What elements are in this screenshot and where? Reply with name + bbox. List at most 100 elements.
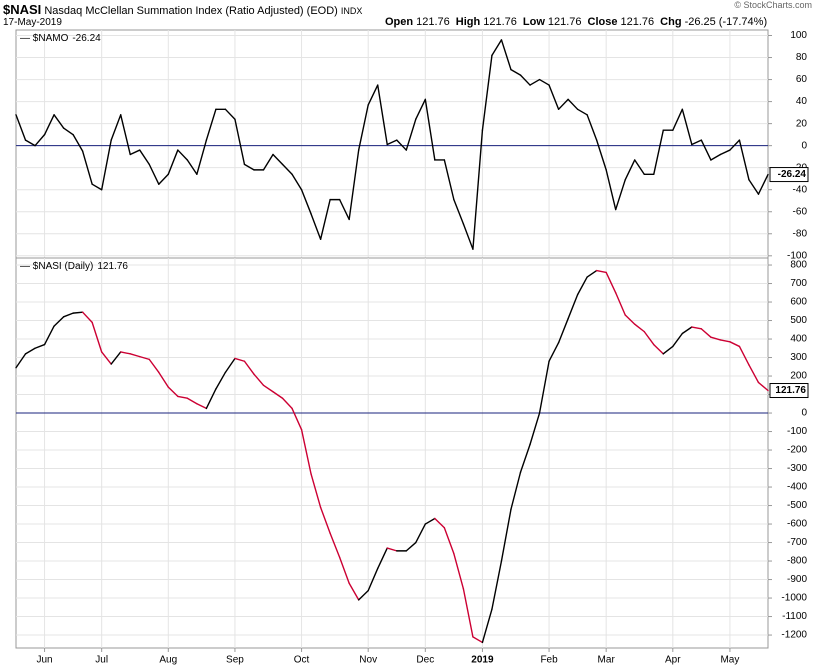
line-segment [72, 133, 84, 152]
line-segment [91, 321, 103, 353]
line-segment [158, 371, 170, 388]
credit: © StockCharts.com [734, 0, 812, 10]
y-tick-label: 0 [801, 408, 807, 419]
line-segment [738, 139, 750, 181]
line-segment [310, 213, 322, 240]
line-segment [148, 163, 160, 185]
line-segment [300, 428, 312, 475]
line-segment [386, 547, 398, 552]
line-segment [110, 114, 122, 141]
line-segment [757, 173, 769, 195]
line-segment [120, 351, 131, 355]
line-segment [500, 508, 512, 562]
y-tick-label: -700 [787, 537, 807, 548]
line-segment [377, 547, 388, 570]
line-segment [396, 139, 407, 151]
line-segment [595, 139, 607, 171]
line-segment [681, 108, 693, 146]
y-tick-label: 700 [790, 278, 807, 289]
y-tick-label: 300 [790, 352, 807, 363]
line-segment [491, 39, 503, 57]
legend-entry: — $NASI (Daily) 121.76 [20, 261, 128, 272]
line-segment [158, 173, 170, 185]
line-segment [462, 223, 474, 250]
quote-label: Low [522, 16, 545, 28]
line-segment [81, 150, 93, 185]
line-segment [272, 391, 284, 399]
line-segment [662, 345, 674, 355]
line-segment [557, 98, 569, 111]
line-segment [738, 345, 750, 366]
x-tick-label: Nov [359, 655, 377, 666]
line-segment [319, 506, 331, 534]
legend-name: $NAMO [33, 33, 69, 44]
line-segment [24, 139, 36, 147]
line-segment [462, 588, 474, 638]
line-segment [710, 336, 722, 341]
line-segment [281, 397, 293, 410]
y-tick-label: -1000 [781, 593, 807, 604]
line-segment [167, 386, 179, 398]
y-tick-label: -60 [793, 206, 808, 217]
y-tick-label: 500 [790, 315, 807, 326]
y-tick-label: -80 [793, 228, 808, 239]
line-segment [653, 343, 664, 355]
line-segment [348, 582, 360, 601]
line-segment [357, 104, 369, 151]
x-tick-label: Aug [159, 655, 177, 666]
line-segment [434, 517, 446, 529]
line-segment [472, 636, 484, 644]
line-segment [243, 163, 255, 171]
line-segment [634, 159, 645, 175]
line-segment [424, 517, 436, 525]
legend-marker: — [20, 33, 33, 44]
line-segment [129, 353, 141, 358]
line-segment [100, 351, 112, 365]
line-segment [43, 114, 55, 136]
line-segment [586, 269, 598, 278]
line-segment [624, 314, 636, 325]
symbol: $NASI [3, 2, 42, 17]
line-segment [443, 159, 455, 201]
line-segment [34, 343, 46, 349]
line-segment [91, 183, 103, 191]
y-tick-label: 0 [801, 140, 807, 151]
line-segment [700, 328, 712, 338]
line-segment [415, 523, 427, 544]
legend-value: -26.24 [72, 33, 101, 44]
quote-value: 121.76 [547, 16, 582, 28]
line-segment [348, 149, 360, 221]
line-segment [614, 179, 626, 211]
line-segment [653, 129, 664, 175]
line-segment [500, 39, 512, 71]
line-segment [377, 84, 388, 146]
y-tick-label: -800 [787, 556, 807, 567]
line-segment [710, 153, 722, 161]
line-segment [443, 527, 455, 555]
line-segment [634, 323, 645, 333]
line-segment [205, 108, 217, 141]
line-segment [405, 541, 417, 552]
exchange: INDX [340, 6, 363, 16]
line-segment [510, 471, 522, 510]
quote: Open 121.76 High 121.76 Low 121.76 Close 121.76… [385, 16, 767, 28]
line-segment [24, 347, 36, 355]
line-segment [405, 118, 417, 151]
line-segment [272, 153, 284, 166]
line-segment [567, 98, 579, 111]
line-segment [605, 271, 617, 294]
line-segment [72, 311, 84, 314]
price-tag-label: -26.24 [778, 169, 807, 180]
line-segment [224, 108, 236, 120]
line-segment [757, 381, 769, 392]
line-segment [453, 198, 465, 225]
line-segment [186, 397, 198, 405]
line-segment [139, 355, 150, 361]
line-segment [567, 293, 579, 320]
line-segment [415, 98, 427, 120]
y-tick-label: -900 [787, 574, 807, 585]
line-segment [624, 159, 636, 181]
line-segment [691, 326, 703, 330]
header-line: $NASI Nasdaq McClellan Summation Index (… [3, 2, 362, 17]
line-segment [576, 276, 588, 296]
